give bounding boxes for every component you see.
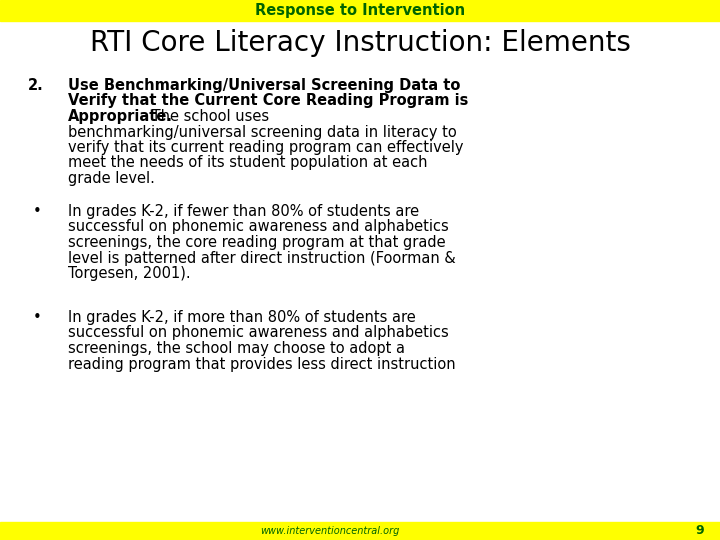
Text: Torgesen, 2001).: Torgesen, 2001). [68, 266, 191, 281]
Text: 9: 9 [696, 524, 704, 537]
Text: •: • [33, 204, 42, 219]
Text: Use Benchmarking/Universal Screening Data to: Use Benchmarking/Universal Screening Dat… [68, 78, 460, 93]
Text: In grades K-2, if more than 80% of students are: In grades K-2, if more than 80% of stude… [68, 310, 415, 325]
Text: •: • [33, 310, 42, 325]
Text: 2.: 2. [28, 78, 44, 93]
Text: Response to Intervention: Response to Intervention [255, 3, 465, 18]
Text: Appropriate.: Appropriate. [68, 109, 173, 124]
Text: verify that its current reading program can effectively: verify that its current reading program … [68, 140, 464, 155]
Text: RTI Core Literacy Instruction: Elements: RTI Core Literacy Instruction: Elements [89, 29, 631, 57]
Text: successful on phonemic awareness and alphabetics: successful on phonemic awareness and alp… [68, 219, 449, 234]
Text: In grades K-2, if fewer than 80% of students are: In grades K-2, if fewer than 80% of stud… [68, 204, 419, 219]
Text: screenings, the school may choose to adopt a: screenings, the school may choose to ado… [68, 341, 405, 356]
Text: benchmarking/universal screening data in literacy to: benchmarking/universal screening data in… [68, 125, 456, 139]
Bar [0, 522, 720, 540]
Text: www.interventioncentral.org: www.interventioncentral.org [261, 526, 400, 536]
Text: meet the needs of its student population at each: meet the needs of its student population… [68, 156, 428, 171]
Text: grade level.: grade level. [68, 171, 155, 186]
Text: level is patterned after direct instruction (Foorman &: level is patterned after direct instruct… [68, 251, 456, 266]
Text: successful on phonemic awareness and alphabetics: successful on phonemic awareness and alp… [68, 326, 449, 341]
Text: The school uses: The school uses [147, 109, 269, 124]
Bar [0, 0, 720, 21]
Text: Verify that the Current Core Reading Program is: Verify that the Current Core Reading Pro… [68, 93, 469, 109]
Text: screenings, the core reading program at that grade: screenings, the core reading program at … [68, 235, 446, 250]
Text: reading program that provides less direct instruction: reading program that provides less direc… [68, 356, 456, 372]
